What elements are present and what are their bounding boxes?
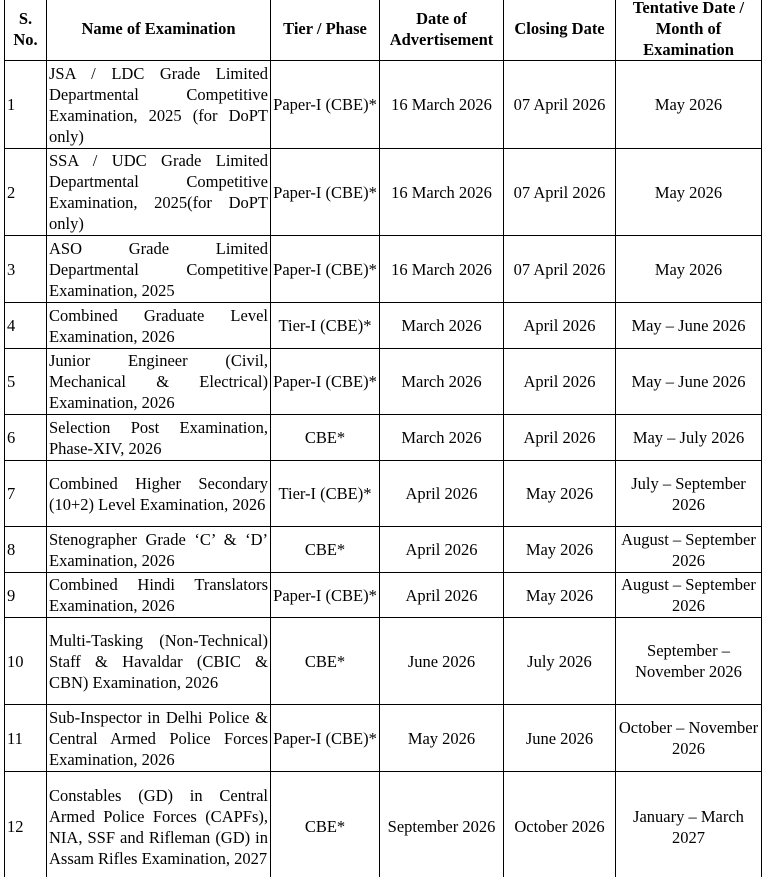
- tier-phase: Paper-I (CBE)*: [270, 348, 380, 415]
- advertisement-date: September 2026: [379, 771, 504, 877]
- closing-date: July 2026: [503, 617, 616, 705]
- exam-month: May – June 2026: [615, 348, 762, 415]
- tier-phase: CBE*: [270, 617, 380, 705]
- tier-phase: Paper-I (CBE)*: [270, 235, 380, 303]
- header-cell: Date of Advertisement: [379, 0, 504, 61]
- exam-month: May – June 2026: [615, 302, 762, 349]
- exam-month: July – September 2026: [615, 460, 762, 527]
- exam-month: May – July 2026: [615, 414, 762, 461]
- exam-name: ASO Grade Limited Departmental Competiti…: [46, 235, 271, 303]
- exam-table: S. No. Name of Examination Tier / Phase Dat…: [4, 0, 762, 877]
- serial-number: 10: [4, 617, 47, 705]
- closing-date: April 2026: [503, 302, 616, 349]
- closing-date: October 2026: [503, 771, 616, 877]
- header-cell: S. No.: [4, 0, 47, 61]
- tier-phase: CBE*: [270, 414, 380, 461]
- table-row: 2 SSA / UDC Grade Limited Departmental Co…: [4, 148, 762, 236]
- advertisement-date: 16 March 2026: [379, 235, 504, 303]
- exam-name: Constables (GD) in Central Armed Police …: [46, 771, 271, 877]
- table-row: 7 Combined Higher Secondary (10+2) Level …: [4, 460, 762, 527]
- tier-phase: Tier-I (CBE)*: [270, 460, 380, 527]
- advertisement-date: March 2026: [379, 414, 504, 461]
- exam-month: September – November 2026: [615, 617, 762, 705]
- tier-phase: CBE*: [270, 771, 380, 877]
- serial-number: 9: [4, 572, 47, 618]
- advertisement-date: March 2026: [379, 302, 504, 349]
- exam-name: Selection Post Examination, Phase-XIV, 2…: [46, 414, 271, 461]
- serial-number: 12: [4, 771, 47, 877]
- exam-month: August – September 2026: [615, 526, 762, 573]
- table-row: 3 ASO Grade Limited Departmental Competit…: [4, 235, 762, 303]
- serial-number: 4: [4, 302, 47, 349]
- exam-name: Stenographer Grade ‘C’ & ‘D’ Examination…: [46, 526, 271, 573]
- tier-phase: Paper-I (CBE)*: [270, 148, 380, 236]
- closing-date: 07 April 2026: [503, 148, 616, 236]
- serial-number: 5: [4, 348, 47, 415]
- table-row: 8 Stenographer Grade ‘C’ & ‘D’ Examinatio…: [4, 526, 762, 573]
- advertisement-date: 16 March 2026: [379, 148, 504, 236]
- serial-number: 2: [4, 148, 47, 236]
- serial-number: 7: [4, 460, 47, 527]
- table-row: 12 Constables (GD) in Central Armed Polic…: [4, 771, 762, 877]
- serial-number: 1: [4, 60, 47, 149]
- exam-name: Junior Engineer (Civil, Mechanical & Ele…: [46, 348, 271, 415]
- table-row: 1 JSA / LDC Grade Limited Departmental Co…: [4, 60, 762, 149]
- exam-name: Combined Graduate Level Examination, 202…: [46, 302, 271, 349]
- header-cell: Name of Examination: [46, 0, 271, 61]
- header-cell: Tier / Phase: [270, 0, 380, 61]
- exam-name: SSA / UDC Grade Limited Departmental Com…: [46, 148, 271, 236]
- table-row: 4 Combined Graduate Level Examination, 20…: [4, 302, 762, 349]
- serial-number: 6: [4, 414, 47, 461]
- exam-month: October – November 2026: [615, 704, 762, 772]
- exam-name: JSA / LDC Grade Limited Departmental Com…: [46, 60, 271, 149]
- serial-number: 8: [4, 526, 47, 573]
- exam-month: May 2026: [615, 235, 762, 303]
- tier-phase: Tier-I (CBE)*: [270, 302, 380, 349]
- table-row: 9 Combined Hindi Translators Examination,…: [4, 572, 762, 618]
- header-cell: Tentative Date / Month of Examination: [615, 0, 762, 61]
- serial-number: 3: [4, 235, 47, 303]
- exam-month: May 2026: [615, 60, 762, 149]
- table-row: 5 Junior Engineer (Civil, Mechanical & El…: [4, 348, 762, 415]
- advertisement-date: June 2026: [379, 617, 504, 705]
- exam-name: Combined Higher Secondary (10+2) Level E…: [46, 460, 271, 527]
- advertisement-date: April 2026: [379, 526, 504, 573]
- closing-date: 07 April 2026: [503, 60, 616, 149]
- tier-phase: CBE*: [270, 526, 380, 573]
- closing-date: May 2026: [503, 460, 616, 527]
- closing-date: May 2026: [503, 572, 616, 618]
- table-row: 11 Sub-Inspector in Delhi Police & Centra…: [4, 704, 762, 772]
- tier-phase: Paper-I (CBE)*: [270, 704, 380, 772]
- exam-month: August – September 2026: [615, 572, 762, 618]
- tier-phase: Paper-I (CBE)*: [270, 60, 380, 149]
- table-row: 10 Multi-Tasking (Non-Technical) Staff & …: [4, 617, 762, 705]
- table-row: 6 Selection Post Examination, Phase-XIV, …: [4, 414, 762, 461]
- header-row: S. No. Name of Examination Tier / Phase Dat…: [4, 0, 762, 61]
- advertisement-date: 16 March 2026: [379, 60, 504, 149]
- closing-date: April 2026: [503, 348, 616, 415]
- closing-date: May 2026: [503, 526, 616, 573]
- exam-name: Multi-Tasking (Non-Technical) Staff & Ha…: [46, 617, 271, 705]
- exam-name: Sub-Inspector in Delhi Police & Central …: [46, 704, 271, 772]
- serial-number: 11: [4, 704, 47, 772]
- closing-date: April 2026: [503, 414, 616, 461]
- tier-phase: Paper-I (CBE)*: [270, 572, 380, 618]
- advertisement-date: April 2026: [379, 460, 504, 527]
- exam-month: May 2026: [615, 148, 762, 236]
- closing-date: 07 April 2026: [503, 235, 616, 303]
- advertisement-date: May 2026: [379, 704, 504, 772]
- closing-date: June 2026: [503, 704, 616, 772]
- exam-name: Combined Hindi Translators Examination, …: [46, 572, 271, 618]
- advertisement-date: March 2026: [379, 348, 504, 415]
- header-cell: Closing Date: [503, 0, 616, 61]
- exam-month: January – March 2027: [615, 771, 762, 877]
- advertisement-date: April 2026: [379, 572, 504, 618]
